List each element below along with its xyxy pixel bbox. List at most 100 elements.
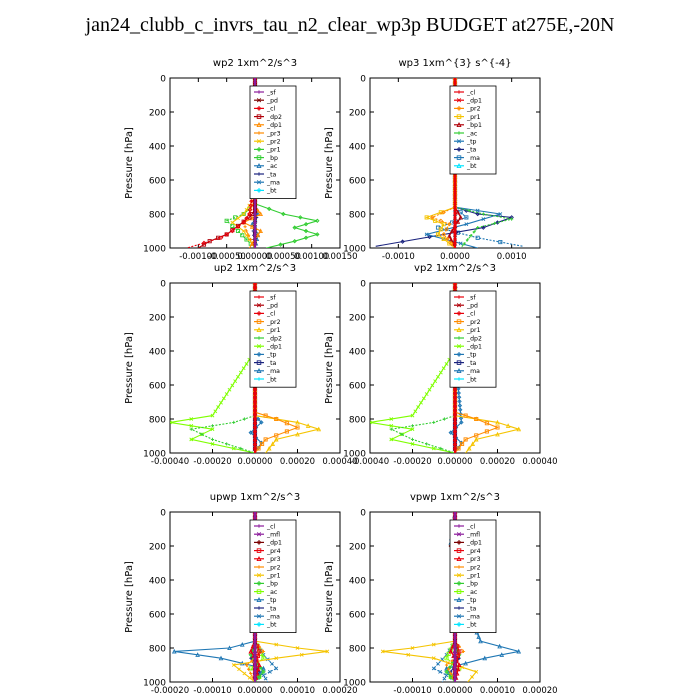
legend-marker: [257, 377, 261, 381]
x-tick-label: -0.00100: [179, 252, 217, 262]
legend-entry: _ac: [266, 589, 278, 596]
legend-entry: _ta: [466, 360, 477, 367]
y-tick-label: 0: [160, 75, 166, 85]
legend-marker: [257, 565, 261, 569]
y-tick-label: 200: [149, 314, 166, 324]
y-tick-label: 0: [360, 75, 366, 85]
legend-marker: [456, 98, 462, 103]
y-tick-label: 1000: [143, 450, 166, 460]
x-tick-label: 0.00020: [280, 457, 315, 467]
y-tick-label: 800: [349, 645, 366, 655]
legend-entry: _bp: [266, 581, 278, 588]
legend-entry: _pr1: [466, 327, 481, 334]
y-tick-label: 800: [349, 211, 366, 221]
legend-entry: _pr3: [266, 556, 281, 563]
legend-entry: _pr2: [466, 319, 481, 326]
y-axis-label: Pressure [hPa]: [124, 332, 135, 404]
y-axis-label: Pressure [hPa]: [324, 127, 335, 199]
y-tick-label: 600: [349, 611, 366, 621]
legend-entry: _pr2: [466, 564, 481, 571]
x-tick-label: -0.00020: [193, 457, 231, 467]
legend-entry: _bt: [466, 163, 477, 170]
y-tick-label: 0: [360, 280, 366, 290]
y-tick-label: 400: [349, 577, 366, 587]
legend-entry: _ma: [466, 614, 480, 621]
x-tick-label: -0.00010: [193, 686, 231, 696]
x-tick-label: -0.00040: [351, 457, 389, 467]
legend-entry: _tp: [466, 597, 477, 604]
y-tick-label: 400: [349, 348, 366, 358]
legend-marker: [256, 146, 262, 152]
legend-marker: [456, 555, 462, 562]
legend-entry: _bt: [466, 376, 477, 383]
legend-marker: [257, 336, 261, 340]
legend-entry: _sf: [466, 294, 476, 301]
legend-marker: [456, 121, 462, 128]
legend-marker: [456, 596, 462, 603]
legend-entry: _tp: [466, 352, 477, 359]
legend-entry: _ac: [466, 589, 478, 596]
legend-entry: _dp2: [466, 335, 482, 342]
legend-entry: _cl: [266, 311, 275, 318]
x-tick-label: 0.0010: [497, 252, 527, 262]
legend-marker: [257, 131, 261, 135]
x-tick-label: 0.00020: [322, 686, 357, 696]
legend-entry: _pr1: [266, 147, 281, 154]
legend-marker: [256, 326, 262, 333]
legend-marker: [256, 114, 262, 119]
legend-marker: [456, 155, 462, 160]
x-tick-label: 0.00010: [280, 686, 315, 696]
y-tick-label: 800: [149, 645, 166, 655]
legend-entry: _bp1: [466, 122, 482, 129]
x-tick-label: -0.00040: [151, 457, 189, 467]
y-tick-label: 800: [149, 416, 166, 426]
legend-entry: _sf: [266, 294, 276, 301]
legend-marker: [257, 172, 261, 176]
legend-marker: [256, 548, 262, 553]
figure-title: jan24_clubb_c_invrs_tau_n2_clear_wp3p BU…: [85, 14, 615, 36]
y-tick-label: 1000: [343, 450, 366, 460]
legend-marker: [456, 351, 462, 357]
legend-marker: [256, 555, 262, 562]
legend-entry: _pr2: [266, 139, 281, 146]
legend-marker: [456, 621, 462, 627]
legend-marker: [457, 606, 461, 610]
series-group: [375, 78, 524, 248]
y-axis-label: Pressure [hPa]: [124, 127, 135, 199]
legend-marker: [456, 105, 462, 111]
series-line-dp1: [170, 283, 256, 453]
y-tick-label: 1000: [143, 245, 166, 255]
legend-entry: _bp: [266, 155, 278, 162]
legend-marker: [256, 596, 262, 603]
legend-entry: _pd: [266, 98, 278, 105]
legend-entry: _ma: [466, 155, 480, 162]
legend-marker: [256, 155, 262, 160]
x-tick-label: 0.00000: [437, 457, 472, 467]
series-markers: [189, 283, 257, 451]
x-tick-label: 0.00150: [322, 252, 357, 262]
x-tick-label: -0.00020: [151, 686, 189, 696]
legend-marker: [257, 90, 261, 94]
legend-marker: [256, 539, 262, 545]
x-tick-label: 0.00000: [237, 457, 272, 467]
legend-entry: _ta: [266, 360, 277, 367]
legend-marker: [256, 351, 262, 357]
legend-marker: [256, 162, 262, 169]
legend: _cl _mfl_dp1_pr4_pr3_pr2 _pr1_bp_ac_tp_ta _…: [449, 519, 497, 633]
legend-entry: _pr3: [466, 556, 481, 563]
y-axis-label: Pressure [hPa]: [324, 332, 335, 404]
x-tick-label: 0.00020: [480, 457, 515, 467]
legend-entry: _pd: [466, 303, 478, 310]
legend-entry: _bt: [266, 376, 277, 383]
legend-entry: _cl: [466, 311, 475, 318]
chart-panel-5: upwp 1xm^2/s^3 Pressure [hPa] 0 200 400 600 80…: [124, 492, 358, 696]
legend-marker: [456, 146, 462, 152]
legend-entry: _cl: [266, 106, 275, 113]
legend-marker: [257, 606, 261, 610]
y-tick-label: 1000: [343, 679, 366, 689]
legend-marker: [456, 573, 462, 578]
legend-marker: [456, 344, 462, 349]
y-axis-label: Pressure [hPa]: [324, 561, 335, 633]
series-line-dp1: [370, 283, 456, 453]
